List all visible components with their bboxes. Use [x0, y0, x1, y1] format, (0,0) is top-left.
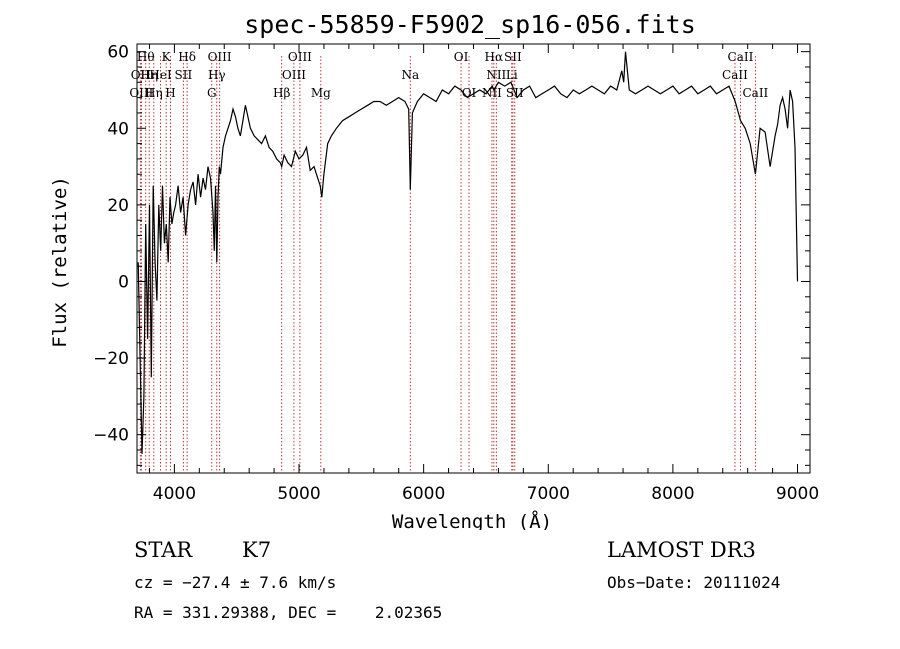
object-subclass: K7: [242, 538, 272, 562]
line-label: OIII: [288, 50, 312, 64]
y-axis-label: Flux (relative): [49, 176, 71, 348]
line-label: Hη: [140, 68, 158, 82]
y-tick-label: −40: [93, 426, 129, 446]
y-tick-label: 0: [118, 272, 129, 292]
line-label: SII: [175, 68, 193, 82]
line-label: CaII: [742, 86, 768, 100]
coordinates: RA = 331.29388, DEC = 2.02365: [134, 603, 443, 622]
line-label: Hγ: [208, 68, 226, 82]
spectrum-chart: spec-55859-F5902_sp16-056.fits OII OIII Hθ…: [49, 10, 819, 530]
line-label: CaII: [728, 50, 754, 64]
line-label: Hη: [145, 86, 163, 100]
line-label: NII: [486, 68, 506, 82]
y-tick-label: −20: [93, 349, 129, 369]
line-label: Hδ: [178, 50, 196, 64]
flux-series-line: [137, 51, 799, 454]
line-label: Li: [506, 68, 518, 82]
line-label: OIII: [208, 50, 232, 64]
x-tick-label: 8000: [651, 484, 694, 504]
line-label: Hβ: [273, 86, 290, 100]
observation-date: Obs−Date: 20111024: [607, 573, 781, 592]
line-label: Hα: [485, 50, 504, 64]
object-class: STAR: [134, 538, 193, 562]
line-label: NII: [482, 86, 502, 100]
line-label: OIII: [129, 86, 153, 100]
line-label: SII: [504, 50, 522, 64]
line-label: OI: [462, 86, 477, 100]
x-tick-label: 5000: [277, 484, 320, 504]
redshift-cz: cz = −27.4 ± 7.6 km/s: [134, 573, 337, 592]
line-label: CaII: [722, 68, 748, 82]
line-labels: OIIOIIIHθHηHηHeIKHSIIHδGHγOIIIHβOIIIOIII…: [129, 50, 768, 100]
y-tick-label: 20: [107, 196, 129, 216]
emission-lines: [139, 56, 756, 473]
x-tick-label: 9000: [776, 484, 819, 504]
y-tick-label: 40: [107, 119, 129, 139]
x-tick-label: 7000: [527, 484, 570, 504]
line-label: Hθ: [137, 50, 155, 64]
survey-name: LAMOST DR3: [607, 538, 756, 562]
x-tick-label: 6000: [402, 484, 445, 504]
chart-title: spec-55859-F5902_sp16-056.fits: [244, 10, 696, 39]
line-label: HeI: [149, 68, 172, 82]
line-label: OIII: [282, 68, 306, 82]
x-axis-label: Wavelength (Å): [392, 510, 552, 530]
line-label: OII: [131, 68, 151, 82]
line-label: K: [162, 50, 172, 64]
line-label: Na: [401, 68, 419, 82]
line-label: OI: [454, 50, 469, 64]
line-label: Mg: [311, 86, 331, 100]
y-axis-ticks: −40 −20 0 20 40 60: [93, 43, 810, 466]
line-label: H: [165, 86, 175, 100]
x-axis-ticks: 4000 5000 6000 7000 8000 9000: [148, 44, 819, 504]
line-label: G: [207, 86, 217, 100]
y-tick-label: 60: [107, 43, 129, 63]
plot-frame: [136, 43, 811, 474]
x-tick-label: 4000: [153, 484, 196, 504]
